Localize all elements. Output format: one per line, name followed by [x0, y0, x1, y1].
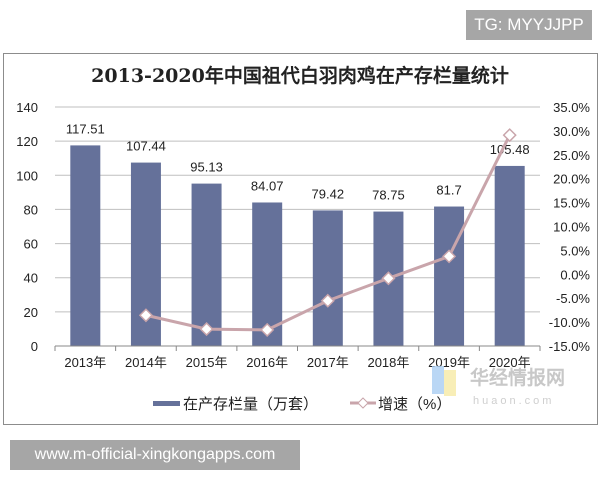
- chart-frame: [3, 53, 598, 425]
- y-right-tick-label: 15.0%: [553, 196, 590, 211]
- bar-data-label: 81.7: [436, 183, 461, 198]
- watermark-logo: [432, 366, 444, 394]
- y-right-tick-label: 25.0%: [553, 148, 590, 163]
- bar: [312, 210, 343, 346]
- legend-diamond-icon: [357, 397, 369, 409]
- growth-point: [138, 308, 153, 323]
- y-left-tick-label: 40: [24, 271, 38, 286]
- chart-title: 2013-2020年中国祖代白羽肉鸡在产存栏量统计: [91, 64, 509, 87]
- y-left-tick-label: 80: [24, 202, 38, 217]
- y-right-tick-label: -15.0%: [549, 339, 591, 354]
- y-right-tick-label: 20.0%: [553, 172, 590, 187]
- bar-data-label: 107.44: [126, 139, 166, 154]
- website-tag: www.m-official-xingkongapps.com: [10, 440, 300, 470]
- growth-point: [320, 293, 335, 308]
- x-tick-label: 2018年: [367, 355, 409, 370]
- y-right-tick-label: 30.0%: [553, 124, 590, 139]
- bar-data-label: 79.42: [312, 186, 345, 201]
- watermark: 华经情报网 huaon.com: [432, 366, 565, 407]
- growth-point: [199, 322, 214, 337]
- bar-data-label: 78.75: [372, 188, 405, 203]
- y-left-tick-label: 100: [16, 168, 38, 183]
- x-tick-label: 2016年: [246, 355, 288, 370]
- y-right-tick-label: -5.0%: [556, 291, 590, 306]
- watermark-name: 华经情报网: [470, 366, 565, 389]
- bar: [252, 202, 283, 346]
- x-tick-label: 2017年: [307, 355, 349, 370]
- growth-point: [502, 128, 517, 143]
- bar-data-label: 95.13: [190, 160, 223, 175]
- bar: [494, 165, 525, 346]
- x-tick-label: 2020年: [489, 355, 531, 370]
- legend-bar-swatch: [153, 401, 180, 406]
- bar-data-label: 105.48: [490, 142, 530, 157]
- watermark-logo-2: [444, 370, 456, 396]
- growth-point: [442, 249, 457, 264]
- bar-data-label: 84.07: [251, 178, 284, 193]
- bar: [434, 206, 465, 346]
- watermark-domain: huaon.com: [473, 395, 554, 407]
- bar: [70, 145, 101, 346]
- bar-data-label: 117.51: [66, 121, 105, 136]
- y-left-tick-label: 20: [24, 305, 38, 320]
- legend: 在产存栏量（万套） 增速（%）: [153, 396, 451, 413]
- y-right-tick-label: 5.0%: [560, 243, 590, 258]
- growth-point: [381, 271, 396, 286]
- y-left-tick-label: 140: [16, 100, 38, 115]
- x-tick-label: 2015年: [186, 355, 228, 370]
- legend-bar-label: 在产存栏量（万套）: [183, 396, 318, 413]
- x-tick-label: 2013年: [64, 355, 106, 370]
- bar: [191, 183, 222, 346]
- y-right-tick-label: -10.0%: [549, 315, 591, 330]
- y-left-tick-label: 0: [31, 339, 38, 354]
- y-right-tick-label: 35.0%: [553, 100, 590, 115]
- y-right-tick-label: 0.0%: [560, 267, 590, 282]
- y-right-tick-label: 10.0%: [553, 220, 590, 235]
- y-left-tick-label: 120: [16, 134, 38, 149]
- y-left-tick-label: 60: [24, 237, 38, 252]
- growth-point: [260, 322, 275, 337]
- legend-line-label: 增速（%）: [378, 396, 451, 413]
- tg-tag: TG: MYYJJPP: [466, 10, 592, 40]
- x-tick-label: 2014年: [125, 355, 167, 370]
